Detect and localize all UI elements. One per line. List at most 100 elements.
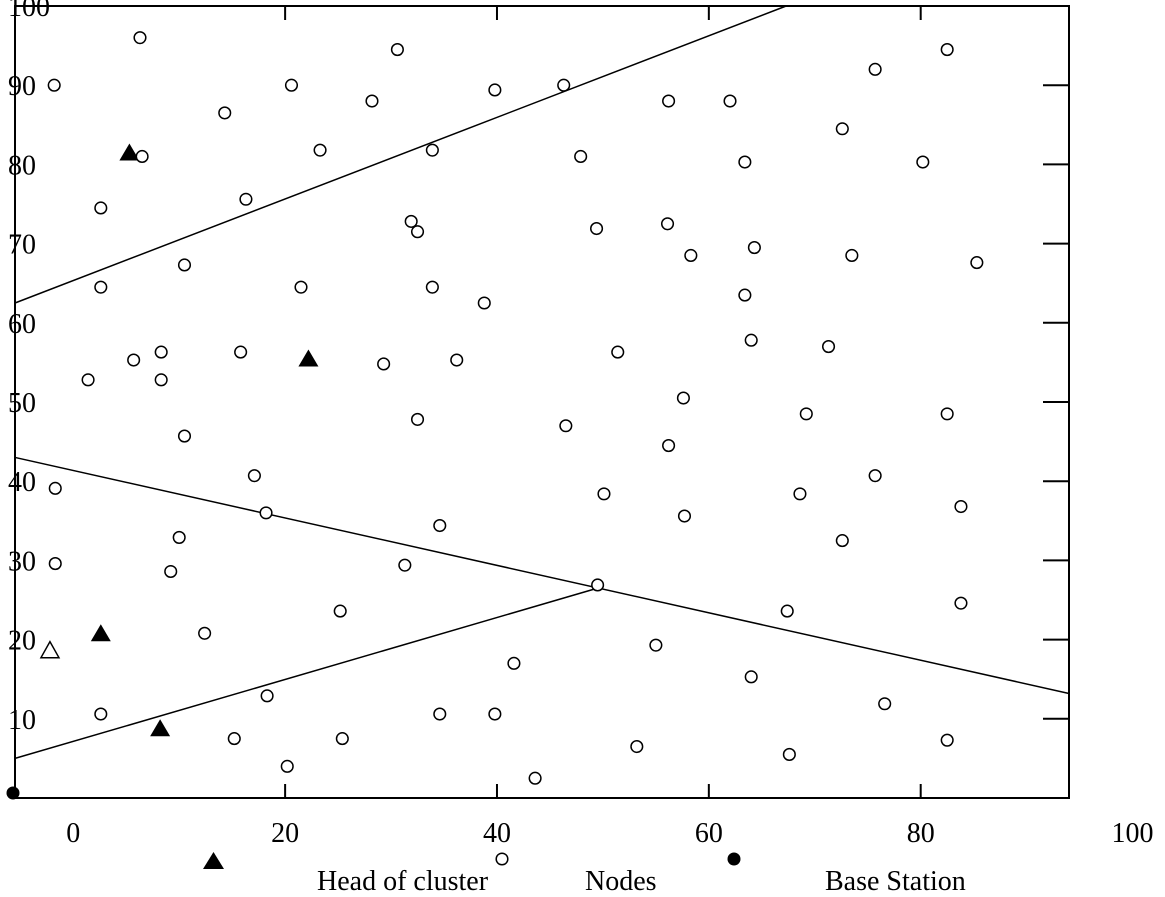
y-tick-label-60: 60 bbox=[8, 309, 36, 340]
node-point bbox=[433, 519, 447, 533]
y-tick-label-10: 10 bbox=[8, 705, 36, 736]
node-point bbox=[177, 258, 192, 272]
node-point bbox=[488, 83, 502, 97]
node-point bbox=[365, 94, 379, 108]
node-point bbox=[48, 557, 62, 571]
y-tick-label-40: 40 bbox=[8, 467, 36, 498]
node-point bbox=[425, 143, 439, 157]
y-tick-label-50: 50 bbox=[8, 388, 36, 419]
node-point bbox=[662, 439, 676, 453]
node-point bbox=[940, 43, 954, 57]
legend-label-head-of-cluster: Head of cluster bbox=[317, 866, 489, 897]
node-point bbox=[954, 499, 968, 514]
node-point bbox=[294, 280, 308, 294]
node-point bbox=[835, 122, 849, 136]
node-point bbox=[450, 353, 464, 367]
node-point bbox=[676, 391, 690, 405]
node-point bbox=[94, 280, 108, 294]
node-point bbox=[234, 345, 248, 359]
node-point bbox=[744, 670, 758, 684]
node-point bbox=[404, 214, 418, 228]
cluster-head-point bbox=[298, 349, 319, 367]
node-point bbox=[559, 419, 573, 433]
node-point bbox=[488, 707, 502, 721]
cluster-head-point bbox=[119, 143, 140, 161]
node-point bbox=[94, 201, 108, 215]
node-point bbox=[280, 759, 294, 773]
y-tick-label-100: 100 bbox=[8, 0, 50, 23]
boundary-line-3 bbox=[14, 587, 598, 760]
node-point bbox=[738, 288, 752, 302]
x-tick-label-60: 60 bbox=[695, 818, 723, 849]
head-of-cluster-legend-marker bbox=[203, 852, 224, 869]
x-tick-label-40: 40 bbox=[483, 818, 511, 849]
node-point bbox=[198, 626, 212, 640]
node-point bbox=[597, 487, 611, 501]
node-point bbox=[333, 604, 347, 618]
node-point bbox=[799, 407, 813, 421]
node-point bbox=[172, 530, 186, 544]
base-station-legend-marker bbox=[727, 852, 741, 866]
node-point bbox=[954, 596, 968, 610]
node-point bbox=[47, 78, 61, 92]
cluster-head-point bbox=[150, 719, 171, 737]
node-point bbox=[821, 340, 836, 354]
node-point bbox=[868, 62, 882, 76]
node-point bbox=[662, 94, 676, 108]
x-tick-label-20: 20 bbox=[271, 818, 299, 849]
node-point bbox=[916, 155, 930, 169]
node-point bbox=[574, 149, 588, 164]
node-point bbox=[135, 149, 149, 164]
plot-frame bbox=[14, 5, 1070, 799]
node-point bbox=[425, 280, 439, 294]
y-tick-label-80: 80 bbox=[8, 150, 36, 181]
node-point bbox=[590, 222, 604, 236]
node-point bbox=[410, 225, 425, 239]
node-point bbox=[48, 481, 62, 495]
legend-label-nodes: Nodes bbox=[585, 866, 657, 897]
node-point bbox=[127, 353, 141, 367]
node-point bbox=[793, 487, 807, 501]
node-point bbox=[477, 296, 491, 310]
node-point bbox=[260, 689, 274, 703]
node-point bbox=[744, 333, 758, 347]
open-triangle-point bbox=[39, 640, 61, 659]
node-point bbox=[154, 345, 168, 359]
node-point bbox=[835, 534, 849, 548]
node-point bbox=[247, 469, 261, 483]
node-point bbox=[878, 697, 892, 711]
nodes-legend-marker bbox=[495, 852, 509, 866]
node-point bbox=[164, 564, 178, 579]
y-tick-label-30: 30 bbox=[8, 546, 36, 577]
node-point bbox=[507, 656, 521, 670]
node-point bbox=[591, 578, 605, 592]
node-point bbox=[133, 31, 147, 45]
y-tick-label-90: 90 bbox=[8, 71, 36, 102]
node-point bbox=[94, 707, 108, 721]
node-point bbox=[259, 506, 273, 520]
boundary-line-1 bbox=[14, 5, 787, 304]
boundary-line-2 bbox=[14, 456, 1070, 695]
node-point bbox=[154, 373, 168, 387]
node-point bbox=[313, 143, 327, 157]
node-point bbox=[528, 771, 542, 785]
node-point bbox=[377, 357, 391, 371]
node-point bbox=[723, 94, 737, 108]
node-point bbox=[177, 429, 192, 443]
node-point bbox=[630, 739, 644, 754]
node-point bbox=[433, 707, 447, 721]
node-point bbox=[81, 373, 95, 387]
legend: Head of cluster Nodes Base Station bbox=[203, 852, 966, 897]
node-point bbox=[390, 43, 404, 57]
node-point bbox=[677, 509, 692, 523]
node-point bbox=[410, 412, 425, 426]
y-tick-label-70: 70 bbox=[8, 230, 36, 261]
node-point bbox=[284, 78, 299, 92]
x-tick-label-0: 0 bbox=[66, 818, 80, 849]
y-tick-label-20: 20 bbox=[8, 626, 36, 657]
node-point bbox=[227, 732, 241, 746]
node-point bbox=[845, 248, 859, 263]
node-point bbox=[660, 217, 675, 231]
node-point bbox=[940, 407, 954, 421]
node-point bbox=[684, 248, 698, 263]
